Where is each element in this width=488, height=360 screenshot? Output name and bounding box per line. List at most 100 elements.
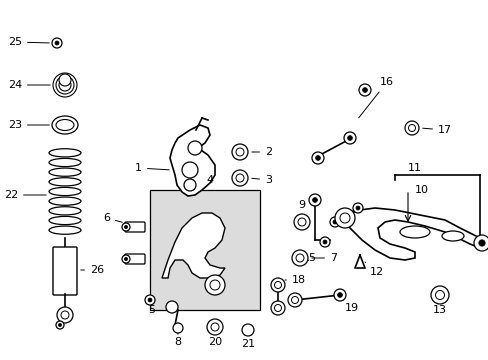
Text: 23: 23 (8, 120, 49, 130)
Text: 21: 21 (241, 339, 255, 349)
Circle shape (204, 275, 224, 295)
Circle shape (59, 79, 71, 91)
Ellipse shape (49, 207, 81, 215)
Circle shape (59, 74, 71, 86)
Ellipse shape (399, 226, 429, 238)
Circle shape (57, 307, 73, 323)
Bar (150, 190, 260, 310)
Circle shape (122, 223, 130, 231)
Circle shape (334, 208, 354, 228)
Circle shape (430, 286, 448, 304)
Text: 9: 9 (298, 200, 305, 210)
Text: 20: 20 (207, 337, 222, 347)
Circle shape (343, 132, 355, 144)
Circle shape (308, 194, 320, 206)
Circle shape (270, 301, 285, 315)
Circle shape (333, 289, 346, 301)
Circle shape (52, 38, 62, 48)
Circle shape (297, 218, 305, 226)
Polygon shape (341, 208, 481, 260)
Text: 11: 11 (407, 163, 421, 173)
Ellipse shape (49, 226, 81, 234)
Circle shape (274, 282, 281, 288)
Ellipse shape (52, 116, 78, 134)
Circle shape (236, 148, 244, 156)
Circle shape (311, 152, 324, 164)
Circle shape (274, 305, 281, 311)
Circle shape (173, 323, 183, 333)
Text: 15: 15 (303, 253, 316, 263)
Circle shape (206, 319, 223, 335)
Ellipse shape (49, 197, 81, 205)
Circle shape (315, 156, 320, 161)
FancyBboxPatch shape (125, 222, 145, 232)
Text: 1: 1 (135, 163, 169, 173)
Ellipse shape (49, 188, 81, 195)
Circle shape (435, 291, 444, 300)
Circle shape (182, 162, 198, 178)
Circle shape (332, 220, 336, 224)
Circle shape (124, 225, 127, 229)
Circle shape (209, 280, 220, 290)
Circle shape (358, 84, 370, 96)
Text: 4: 4 (206, 175, 213, 185)
Ellipse shape (441, 231, 463, 241)
Circle shape (145, 295, 155, 305)
Text: 14: 14 (360, 216, 381, 230)
Circle shape (312, 198, 317, 202)
Text: 7: 7 (311, 253, 336, 263)
Circle shape (287, 293, 302, 307)
Circle shape (61, 311, 69, 319)
Text: 8: 8 (174, 332, 181, 347)
Text: 24: 24 (8, 80, 50, 90)
Text: 2: 2 (251, 147, 271, 157)
Text: 13: 13 (432, 305, 446, 315)
Circle shape (362, 87, 366, 93)
Circle shape (329, 217, 339, 227)
Circle shape (478, 240, 484, 246)
Text: 16: 16 (358, 77, 393, 118)
Circle shape (355, 206, 359, 210)
Circle shape (58, 323, 61, 327)
Circle shape (55, 41, 59, 45)
Circle shape (231, 144, 247, 160)
Circle shape (407, 125, 415, 131)
Text: 25: 25 (8, 37, 49, 47)
Text: 17: 17 (422, 125, 451, 135)
Ellipse shape (56, 120, 74, 131)
Polygon shape (170, 125, 215, 196)
Circle shape (270, 278, 285, 292)
Text: 26: 26 (81, 265, 104, 275)
Circle shape (404, 121, 418, 135)
Circle shape (295, 254, 304, 262)
Circle shape (231, 170, 247, 186)
Ellipse shape (49, 178, 81, 186)
Polygon shape (162, 213, 224, 278)
Circle shape (347, 136, 352, 140)
Ellipse shape (49, 216, 81, 225)
Circle shape (56, 321, 64, 329)
Circle shape (165, 301, 178, 313)
Text: 18: 18 (285, 275, 305, 285)
FancyBboxPatch shape (53, 247, 77, 295)
Text: 5: 5 (148, 298, 155, 315)
Text: 6: 6 (103, 213, 122, 223)
FancyBboxPatch shape (125, 254, 145, 264)
Text: 19: 19 (342, 300, 358, 313)
Text: 22: 22 (4, 190, 46, 200)
Circle shape (124, 257, 127, 261)
Circle shape (323, 240, 326, 244)
Circle shape (339, 213, 349, 223)
Circle shape (183, 179, 196, 191)
Ellipse shape (49, 158, 81, 167)
Circle shape (148, 298, 152, 302)
Circle shape (473, 235, 488, 251)
Circle shape (293, 214, 309, 230)
Text: 12: 12 (364, 262, 384, 277)
Circle shape (122, 255, 130, 263)
Circle shape (236, 174, 244, 182)
Circle shape (337, 293, 342, 297)
Circle shape (53, 73, 77, 97)
Circle shape (210, 323, 219, 331)
Circle shape (352, 203, 362, 213)
